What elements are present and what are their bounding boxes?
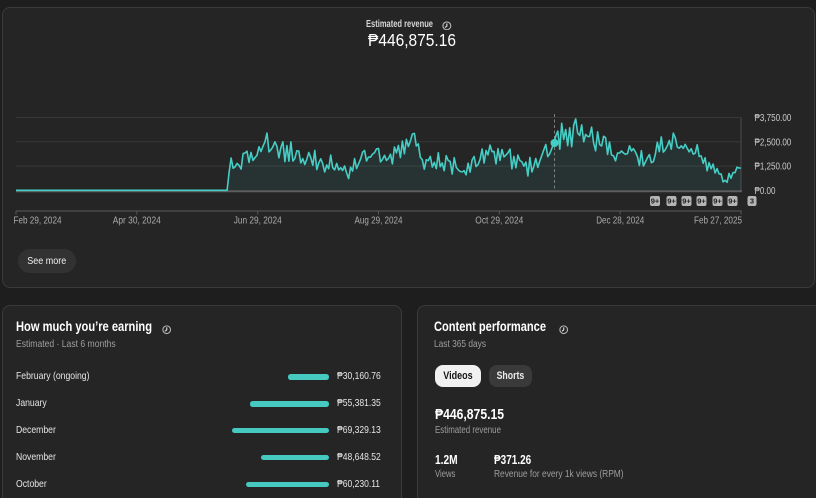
svg-text:9+: 9+ — [713, 197, 722, 206]
svg-text:9+: 9+ — [728, 197, 737, 206]
svg-text:Dec 28, 2024: Dec 28, 2024 — [596, 215, 644, 226]
svg-text:Oct 29, 2024: Oct 29, 2024 — [475, 215, 523, 226]
svg-text:9+: 9+ — [651, 197, 660, 206]
svg-text:Apr 30, 2024: Apr 30, 2024 — [113, 215, 161, 226]
svg-text:9+: 9+ — [682, 197, 691, 206]
svg-text:3: 3 — [750, 197, 754, 206]
svg-text:₱2,500.00: ₱2,500.00 — [755, 137, 792, 148]
svg-text:₱0.00: ₱0.00 — [755, 186, 776, 197]
svg-text:Jun 29, 2024: Jun 29, 2024 — [234, 215, 282, 226]
svg-text:9+: 9+ — [697, 197, 706, 206]
svg-text:Aug 29, 2024: Aug 29, 2024 — [355, 215, 403, 226]
svg-text:9+: 9+ — [667, 197, 676, 206]
svg-text:Feb 29, 2024: Feb 29, 2024 — [14, 215, 62, 226]
svg-text:Feb 27, 2025: Feb 27, 2025 — [694, 215, 742, 226]
svg-text:₱1,250.00: ₱1,250.00 — [755, 162, 792, 173]
svg-text:₱3,750.00: ₱3,750.00 — [755, 113, 792, 124]
